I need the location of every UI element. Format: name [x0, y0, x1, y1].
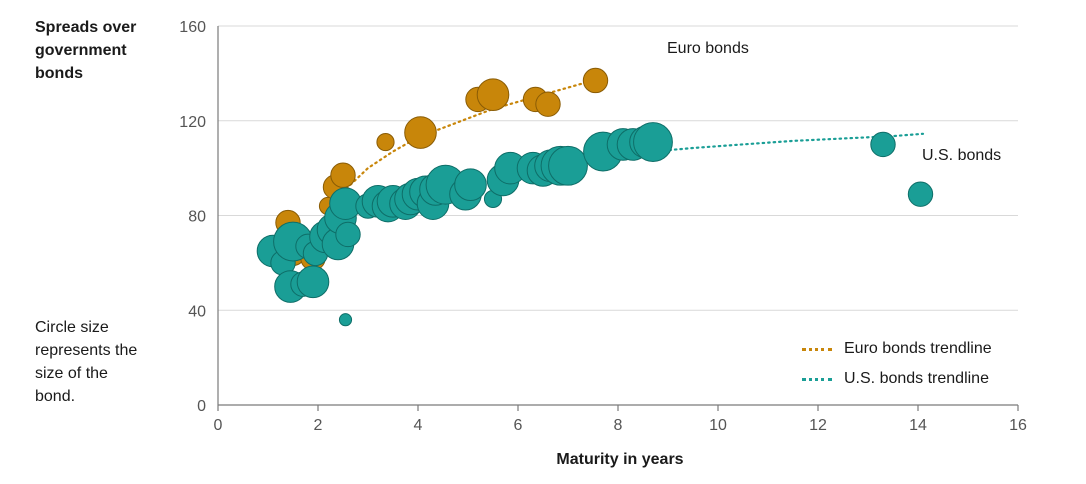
us-bond-point [907, 181, 934, 207]
y-tick-label: 40 [188, 303, 206, 320]
legend-label-us: U.S. bonds trendline [844, 370, 989, 387]
euro-bond-point [582, 67, 609, 94]
us-series-label: U.S. bonds [922, 147, 1002, 164]
euro-bond-point [376, 132, 395, 152]
euro-series-label: Euro bonds [667, 40, 749, 57]
euro-bond-point [404, 116, 437, 149]
us-bond-point [296, 265, 330, 299]
legend-swatch-euro [802, 347, 832, 351]
us-bond-point [454, 168, 487, 202]
x-tick-label: 12 [809, 417, 827, 434]
axes: 0 40 80 120 160 0 2 4 6 8 10 12 14 16 [179, 19, 1027, 434]
x-tick-label: 16 [1009, 417, 1027, 434]
us-bond-point [870, 131, 896, 158]
x-tick-label: 2 [314, 417, 323, 434]
legend-item-us: U.S. bonds trendline [802, 364, 992, 394]
us-bond-point [335, 221, 361, 248]
data-points [256, 67, 934, 327]
y-tick-label: 160 [179, 19, 206, 36]
legend: Euro bonds trendline U.S. bonds trendlin… [802, 334, 992, 394]
legend-swatch-us [802, 377, 832, 381]
x-axis-title: Maturity in years [556, 451, 684, 468]
us-trendline [651, 132, 925, 153]
euro-bond-point [330, 162, 356, 188]
legend-label-euro: Euro bonds trendline [844, 340, 992, 357]
x-tick-label: 14 [909, 417, 927, 434]
x-tick-label: 0 [214, 417, 223, 434]
us-bond-point [548, 145, 588, 186]
y-tick-label: 0 [197, 398, 206, 415]
size-note: Circle size represents the size of the b… [35, 319, 138, 405]
y-tick-label: 80 [188, 209, 206, 226]
euro-bond-point [476, 78, 510, 111]
euro-bond-point [535, 91, 561, 117]
us-bond-point [633, 122, 673, 162]
x-tick-label: 8 [614, 417, 623, 434]
y-tick-label: 120 [179, 114, 206, 131]
us-bond-point [338, 313, 353, 327]
y-axis-title: Spreads over government bonds [35, 19, 137, 82]
x-tick-label: 4 [414, 417, 423, 434]
x-tick-label: 6 [514, 417, 523, 434]
legend-item-euro: Euro bonds trendline [802, 334, 992, 364]
x-tick-label: 10 [709, 417, 727, 434]
